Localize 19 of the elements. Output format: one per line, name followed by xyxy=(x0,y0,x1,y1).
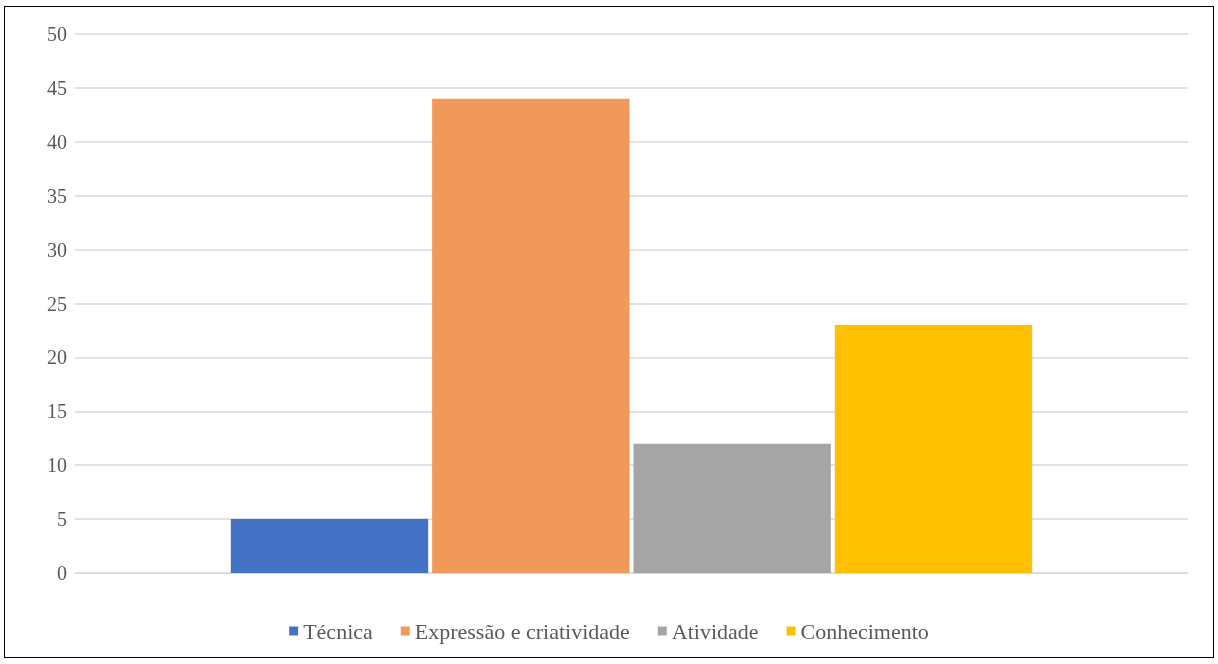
bar xyxy=(834,325,1033,573)
bar xyxy=(230,519,429,573)
y-tick-label: 35 xyxy=(47,184,67,207)
legend-label: Atividade xyxy=(671,618,759,644)
y-tick-label: 30 xyxy=(47,238,67,261)
y-tick-label: 25 xyxy=(47,292,67,315)
legend-label: Expressão e criatividade xyxy=(414,618,630,644)
y-tick-label: 10 xyxy=(47,454,67,477)
bar xyxy=(432,98,630,573)
legend-label: Técnica xyxy=(303,618,373,644)
legend-label: Conhecimento xyxy=(800,618,929,644)
y-tick-label: 0 xyxy=(57,562,67,584)
y-tick-label: 50 xyxy=(47,23,67,45)
y-tick-label: 15 xyxy=(47,400,67,423)
y-tick-label: 45 xyxy=(47,76,67,99)
y-tick-label: 5 xyxy=(57,508,67,531)
bar xyxy=(633,443,831,573)
y-tick-label: 20 xyxy=(47,346,67,369)
y-tick-label: 40 xyxy=(47,130,67,153)
